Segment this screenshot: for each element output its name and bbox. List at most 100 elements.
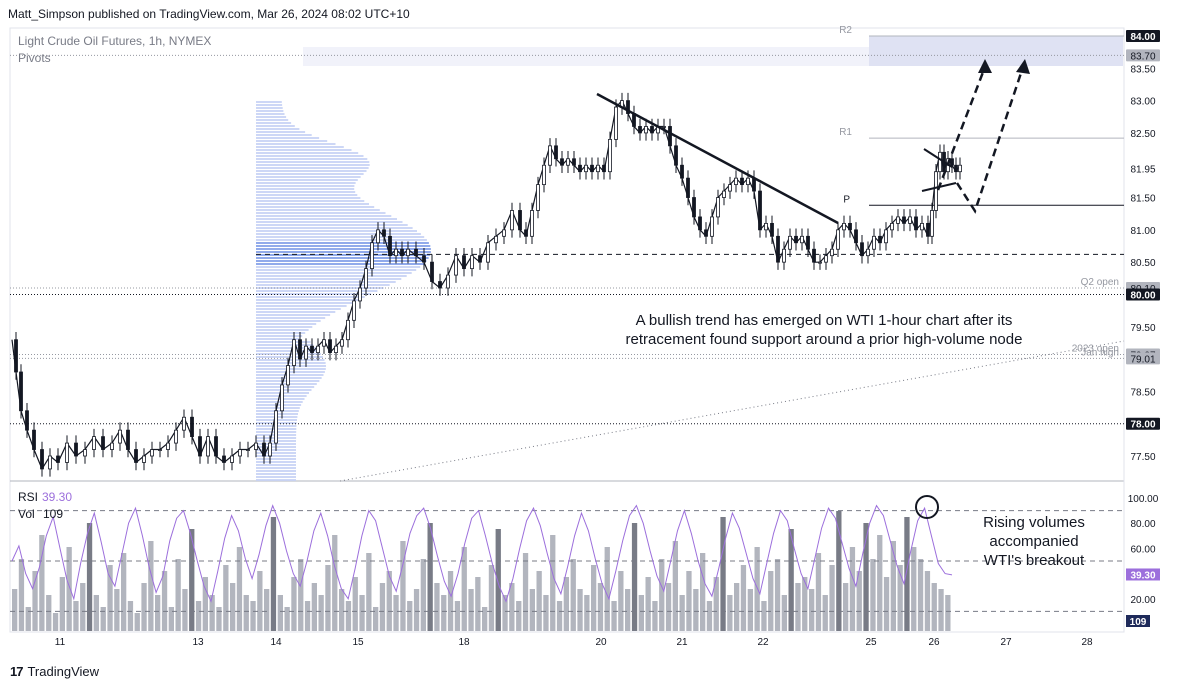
volume-profile-bar: [256, 140, 328, 142]
volume-bar: [46, 595, 52, 631]
price-candle-body: [680, 164, 684, 179]
volume-bar: [740, 565, 747, 631]
volume-profile-bar: [256, 362, 326, 364]
volume-bar: [230, 583, 236, 631]
volume-profile-bar: [256, 197, 361, 199]
price-candle-body: [174, 429, 178, 444]
price-candle-body: [376, 229, 380, 244]
price-candle-body: [246, 449, 250, 451]
price-candle-body: [866, 248, 870, 257]
price-axis[interactable]: 83.50 83.00 82.50 81.50 81.00 80.50 79.50 78.50…: [1130, 64, 1155, 463]
price-candle-body: [340, 339, 344, 347]
volume-profile-bar: [256, 464, 296, 466]
level-label: R2: [839, 25, 852, 36]
price-candle-body: [298, 339, 302, 360]
volume-profile-bar: [256, 368, 326, 370]
price-candle-body: [454, 255, 458, 276]
volume-bar: [563, 577, 569, 631]
tradingview-footer[interactable]: 17 TradingView: [10, 664, 99, 679]
axis-level-badge: [1126, 49, 1160, 62]
price-candle-body: [430, 261, 434, 282]
price-candle-body: [662, 126, 666, 128]
footer-brand: TradingView: [27, 664, 100, 679]
price-candle-body: [262, 442, 266, 457]
price-candle-body: [566, 158, 570, 166]
volume-bar: [938, 589, 944, 631]
rsi-tick-label: 20.00: [1130, 595, 1155, 606]
price-candle-body: [166, 442, 170, 450]
price-candle-body: [746, 177, 750, 186]
volume-profile-bar: [256, 230, 417, 232]
price-tick-label: 83.50: [1130, 64, 1155, 75]
price-candle-body: [40, 449, 44, 470]
price-candle-body: [304, 345, 308, 360]
volume-bar: [591, 565, 597, 631]
volume-bar: [570, 559, 576, 631]
price-tick-label: 82.50: [1130, 129, 1155, 140]
volume-profile-bar: [256, 176, 361, 178]
volume-profile-bar: [256, 329, 309, 331]
volume-profile-bar: [256, 344, 314, 346]
price-candle-body: [584, 164, 588, 173]
time-tick-label: 20: [595, 637, 607, 648]
price-candle-body: [884, 229, 888, 244]
price-candle-body: [190, 416, 194, 438]
price-candle-body: [752, 177, 756, 192]
volume-profile-bar: [256, 407, 300, 409]
volume-profile-bar: [256, 146, 344, 148]
volume-profile-bar: [256, 401, 303, 403]
price-candle-body: [358, 287, 362, 302]
price-candle-body: [48, 455, 52, 470]
price-candle-body: [32, 429, 36, 450]
volume-bar: [209, 595, 215, 631]
price-tick-label: 83.00: [1130, 97, 1155, 108]
volume-bar: [298, 559, 304, 631]
volume-bar: [618, 571, 624, 631]
price-candle-body: [206, 436, 210, 457]
volume-profile-bar: [256, 224, 408, 226]
rsi-legend-value: 39.30: [42, 490, 72, 504]
time-axis[interactable]: 11 13 14 15 18 20 21 22 25 26 27 28: [55, 637, 1093, 648]
volume-bar: [652, 601, 658, 631]
volume-bar: [189, 529, 195, 631]
price-candle-body: [560, 158, 564, 166]
volume-profile-bar: [256, 359, 325, 361]
volume-profile-bar: [256, 170, 367, 172]
price-candle-body: [494, 235, 498, 244]
volume-bar: [768, 571, 774, 631]
downtrend-line: [596, 92, 839, 225]
volume-bar: [897, 565, 903, 631]
volume-profile-bar: [256, 281, 396, 283]
axis-level-text: 78.00: [1130, 420, 1155, 431]
price-candle-body: [872, 235, 876, 250]
price-candle-body: [728, 184, 732, 192]
price-candle-body: [938, 151, 942, 173]
price-candle-body: [83, 449, 87, 457]
volume-profile-bar: [256, 188, 355, 190]
rsi-axis[interactable]: 100.00 80.00 60.00 20.00 39.30 109: [1126, 494, 1160, 628]
price-candle-body: [462, 255, 466, 270]
price-candle-body: [842, 222, 846, 231]
price-candle-body: [644, 126, 648, 134]
price-candle-body: [406, 248, 410, 257]
price-candle-body: [25, 410, 29, 431]
price-candle-body: [478, 255, 482, 263]
volume-profile-bar: [256, 167, 369, 169]
volume-profile-bar: [256, 161, 370, 163]
price-candle-body: [316, 345, 320, 354]
volume-bar: [236, 547, 243, 631]
volume-bar: [52, 613, 59, 631]
volume-profile-bar: [256, 473, 296, 475]
volume-profile-bar: [256, 266, 421, 268]
price-candle-body: [422, 255, 426, 263]
price-candle-body: [230, 455, 234, 463]
volume-bar: [829, 565, 835, 631]
volume-profile-bar: [256, 371, 325, 373]
volume-profile-bar: [256, 185, 355, 187]
price-candle-body: [686, 177, 690, 198]
volume-bar: [754, 547, 760, 631]
rsi-tick-label: 100.00: [1128, 494, 1159, 505]
volume-bar: [693, 589, 699, 631]
volume-bar: [121, 553, 127, 631]
